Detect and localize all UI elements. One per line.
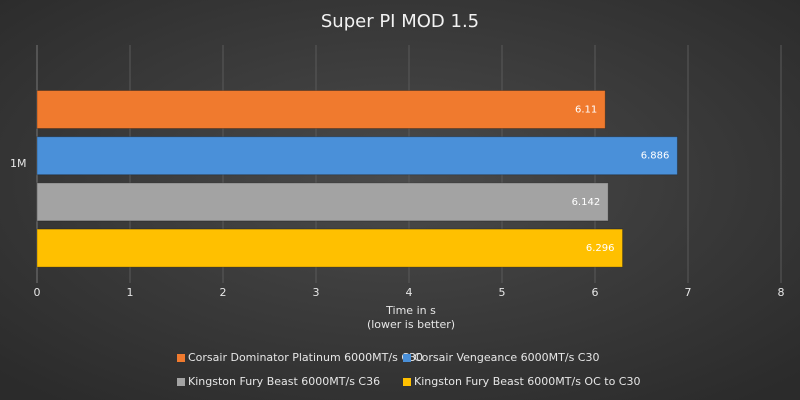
x-tick-label: 3 — [313, 286, 320, 299]
x-tick-label: 7 — [685, 286, 692, 299]
bar — [36, 136, 678, 176]
x-tick-label: 5 — [499, 286, 506, 299]
legend-marker — [403, 354, 411, 362]
legend-label: Corsair Vengeance 6000MT/s C30 — [414, 351, 599, 364]
legend-label: Kingston Fury Beast 6000MT/s OC to C30 — [414, 375, 640, 388]
x-tick-label: 8 — [778, 286, 785, 299]
x-tick-label: 0 — [34, 286, 41, 299]
y-tick-label: 1M — [10, 157, 27, 170]
value-label: 6.886 — [641, 151, 670, 162]
bar — [36, 182, 609, 222]
legend-label: Corsair Dominator Platinum 6000MT/s C30 — [188, 351, 423, 364]
x-tick-label: 4 — [406, 286, 413, 299]
x-tick-label: 6 — [592, 286, 599, 299]
bar — [36, 228, 624, 268]
legend-marker — [177, 378, 185, 386]
x-axis-label: Time in s — [385, 304, 436, 317]
value-label: 6.11 — [575, 105, 597, 116]
chart-title: Super PI MOD 1.5 — [321, 11, 479, 32]
legend-marker — [177, 354, 185, 362]
x-tick-label: 1 — [127, 286, 134, 299]
legend-marker — [403, 378, 411, 386]
x-tick-label: 2 — [220, 286, 227, 299]
value-label: 6.296 — [586, 243, 615, 254]
value-label: 6.142 — [572, 197, 601, 208]
bar — [36, 90, 606, 129]
legend-label: Kingston Fury Beast 6000MT/s C36 — [188, 375, 380, 388]
x-axis-label: (lower is better) — [367, 318, 455, 331]
